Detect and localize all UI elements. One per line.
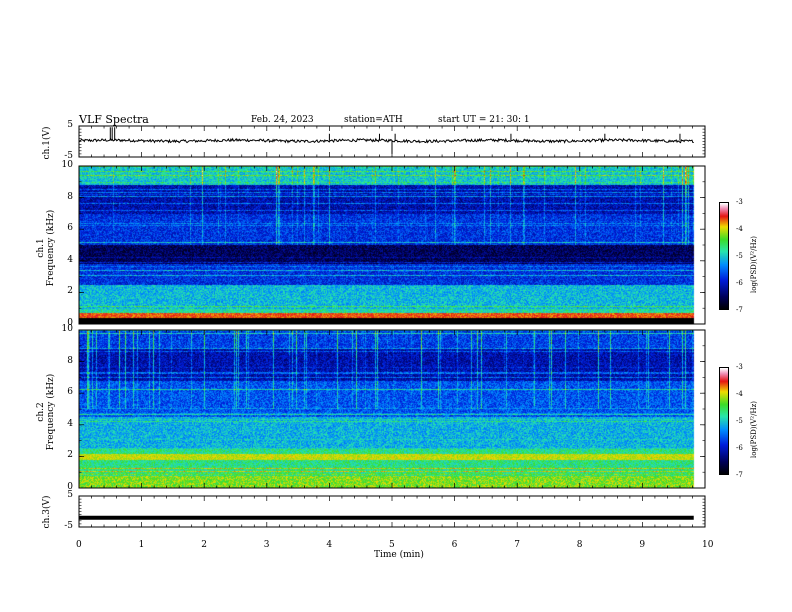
x-tick-label: 5 <box>389 540 395 550</box>
chart-title: VLF Spectra <box>79 113 149 126</box>
y-tick-label: 10 <box>61 324 73 334</box>
x-tick-label: 7 <box>514 540 520 550</box>
colorbar-tick-label: -3 <box>736 363 743 371</box>
colorbar-tick-label: -3 <box>736 198 743 206</box>
y-tick-label: 8 <box>67 355 73 366</box>
ch2-spectrogram <box>79 330 705 488</box>
y-tick-label: 0 <box>67 318 73 328</box>
y-tick-label: 10 <box>61 160 73 170</box>
ch1-frequency-label: ch.1 Frequency (kHz) <box>36 209 56 287</box>
x-tick-label: 4 <box>326 540 333 550</box>
station-label: station=ATH <box>344 115 403 125</box>
y-tick-label: -5 <box>64 151 73 161</box>
ch1-voltage-trace <box>78 137 694 144</box>
colorbar-tick-label: -6 <box>736 444 743 452</box>
y-tick-label: 0 <box>67 482 73 492</box>
colorbar-tick-label: -5 <box>736 417 743 425</box>
date-label: Feb. 24, 2023 <box>251 115 314 125</box>
colorbar-tick-label: -7 <box>736 306 743 314</box>
y-tick-label: 2 <box>67 450 73 461</box>
y-tick-label: 4 <box>67 254 73 265</box>
y-tick-label: 4 <box>67 418 73 429</box>
x-tick-label: 0 <box>76 540 82 550</box>
y-tick-label: 5 <box>67 120 73 130</box>
ch1-voltage-label: ch.1(V) <box>42 126 52 160</box>
x-tick-label: 3 <box>263 540 270 550</box>
ch1-colorbar-label: log(PSD)(V²/Hz) <box>750 236 758 293</box>
y-tick-label: -5 <box>64 521 73 531</box>
x-tick-label: 10 <box>702 540 714 550</box>
ch1-spectrogram <box>79 166 705 324</box>
ch3-voltage-label: ch.3(V) <box>42 495 52 529</box>
colorbar-tick-label: -7 <box>736 471 743 479</box>
x-tick-label: 8 <box>576 540 583 550</box>
y-tick-label: 6 <box>67 223 73 234</box>
ch2-colorbar <box>719 367 729 475</box>
colorbar-tick-label: -4 <box>736 225 743 233</box>
x-tick-label: 9 <box>639 540 646 550</box>
y-tick-label: 2 <box>67 286 73 297</box>
x-tick-label: 2 <box>201 540 207 550</box>
panel-frame <box>78 329 706 489</box>
x-tick-label: 1 <box>138 540 145 550</box>
y-tick-label: 5 <box>67 490 73 500</box>
panel-frame <box>78 165 706 325</box>
x-tick-label: 6 <box>451 540 458 550</box>
colorbar-tick-label: -6 <box>736 279 743 287</box>
colorbar-tick-label: -4 <box>736 390 743 398</box>
ch1-colorbar <box>719 202 729 310</box>
colorbar-tick-label: -5 <box>736 252 743 260</box>
ch2-frequency-label: ch.2 Frequency (kHz) <box>36 373 56 451</box>
y-tick-label: 8 <box>67 191 73 202</box>
start-time-label: start UT = 21: 30: 1 <box>438 115 530 125</box>
y-tick-label: 6 <box>67 387 73 398</box>
ch2-colorbar-label: log(PSD)(V²/Hz) <box>750 401 758 458</box>
x-axis-label: Time (min) <box>374 550 424 560</box>
